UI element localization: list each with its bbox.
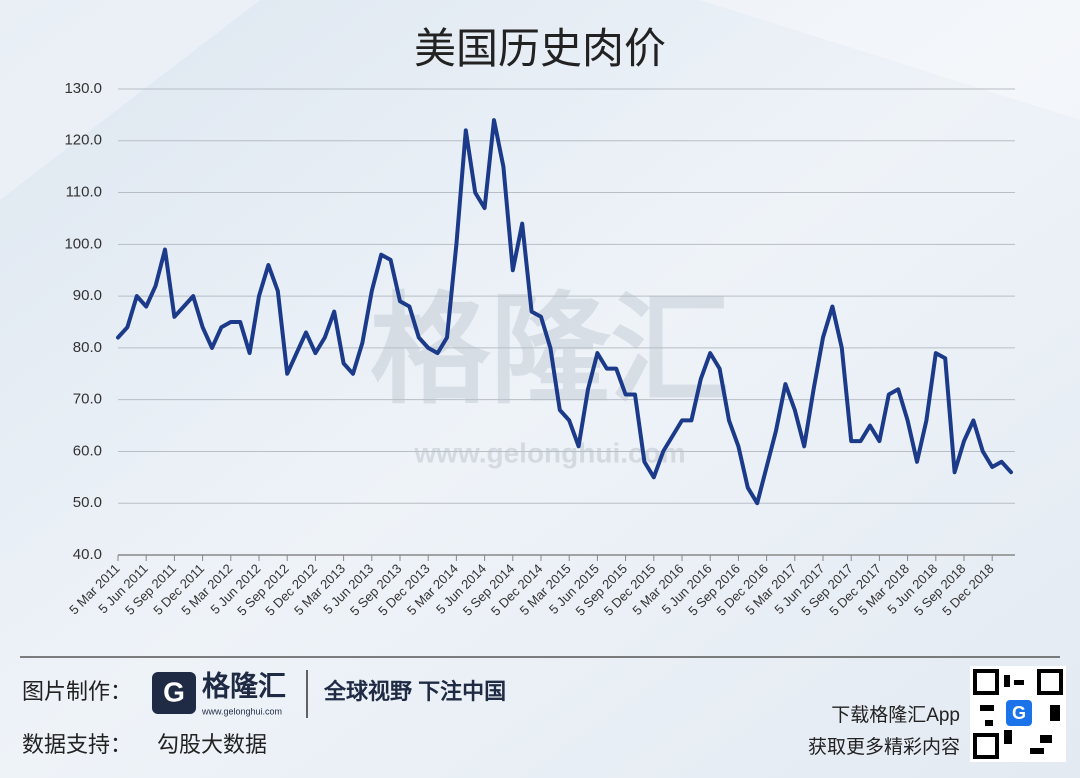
logo-icon-letter: G bbox=[163, 676, 185, 707]
slogan: 全球视野 下注中国 bbox=[323, 679, 506, 704]
y-tick-label: 130.0 bbox=[64, 80, 102, 97]
chart-title: 美国历史肉价 bbox=[414, 24, 666, 73]
data-source: 勾股大数据 bbox=[157, 732, 267, 757]
data-line bbox=[116, 118, 1013, 506]
y-tick-label: 100.0 bbox=[64, 235, 102, 252]
y-tick-label: 40.0 bbox=[73, 546, 102, 563]
bg-shape bbox=[0, 0, 260, 200]
data-label: 数据支持： bbox=[22, 732, 132, 757]
y-tick-label: 60.0 bbox=[73, 442, 102, 459]
brand: 格隆汇 bbox=[202, 670, 286, 701]
logo-icon bbox=[152, 672, 196, 714]
made-by-label: 图片制作： bbox=[22, 679, 132, 704]
brand-url: www.gelonghui.com bbox=[201, 706, 282, 716]
bg-shape bbox=[700, 0, 1080, 120]
y-tick-label: 120.0 bbox=[64, 132, 102, 149]
qr-code: G bbox=[970, 666, 1066, 762]
svg-text:G: G bbox=[1012, 703, 1026, 723]
y-tick-label: 70.0 bbox=[73, 391, 102, 408]
y-tick-label: 110.0 bbox=[66, 184, 102, 201]
y-tick-label: 50.0 bbox=[73, 494, 102, 511]
y-tick-label: 80.0 bbox=[73, 339, 102, 356]
download-text: 下载格隆汇App bbox=[831, 704, 960, 726]
y-tick-label: 90.0 bbox=[73, 287, 102, 304]
more-text: 获取更多精彩内容 bbox=[808, 736, 960, 758]
